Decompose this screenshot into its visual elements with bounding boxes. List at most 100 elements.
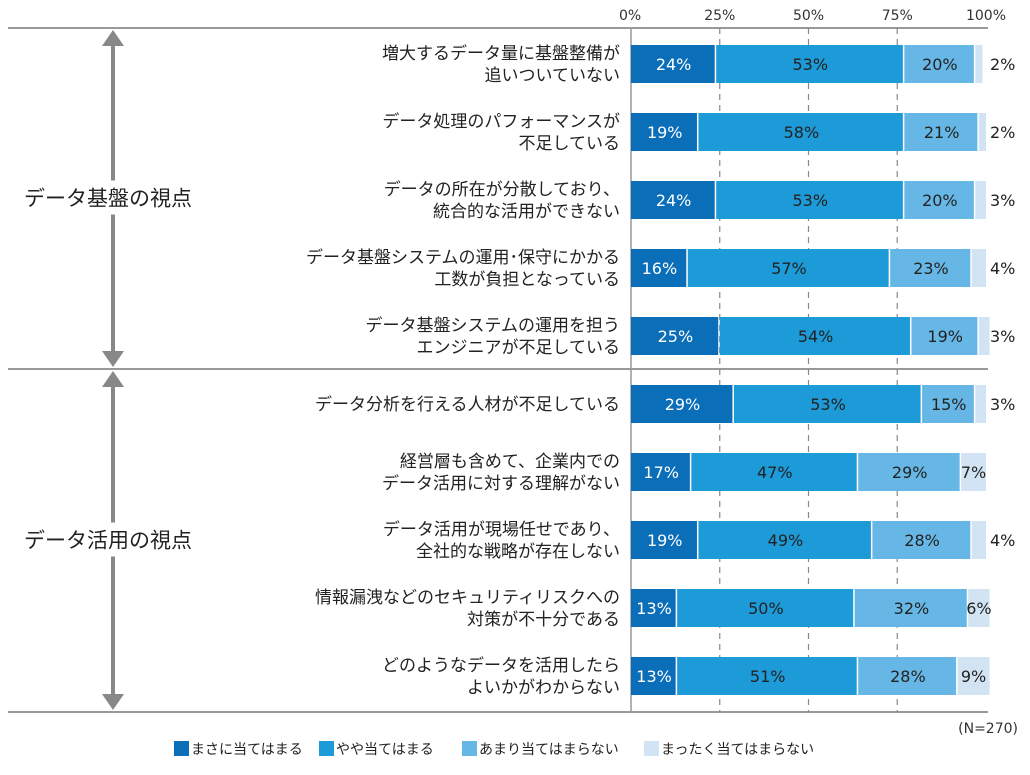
bar-segment [904, 113, 978, 151]
data-label: 49% [768, 531, 804, 550]
data-label: 4% [990, 531, 1015, 550]
x-tick-label: 0% [619, 8, 641, 24]
data-label: 19% [647, 531, 683, 550]
data-label: 21% [924, 123, 960, 142]
bar-segment [631, 657, 676, 695]
x-tick-label: 75% [882, 8, 913, 24]
data-label: 58% [784, 123, 820, 142]
data-label: 50% [748, 599, 784, 618]
data-label: 53% [792, 191, 828, 210]
sample-size-note: (N=270) [958, 721, 1018, 737]
bar-segment [904, 45, 974, 83]
data-label: 19% [927, 327, 963, 346]
bar-segment [733, 385, 921, 423]
bar-segment [904, 181, 974, 219]
legend-swatch [319, 741, 334, 756]
data-label: 16% [642, 259, 678, 278]
bar-segment [631, 45, 715, 83]
legend-swatch [644, 741, 659, 756]
data-label: 53% [810, 395, 846, 414]
bar-segment [716, 45, 903, 83]
bar-segment [631, 385, 733, 423]
bar-segment [975, 45, 983, 83]
bar-segment [858, 453, 960, 491]
bar-segment [957, 657, 990, 695]
category-label: 増大するデータ量に基盤整備が追いついていない [382, 43, 620, 86]
x-tick-label: 100% [966, 8, 1006, 24]
legend-label: まったく当てはまらない [661, 742, 814, 758]
bar-segment [687, 249, 889, 287]
data-label: 2% [990, 55, 1015, 74]
bar-segment [631, 113, 697, 151]
bar-segment [854, 589, 967, 627]
bar-segment [872, 521, 971, 559]
legend-label: あまり当てはまらない [479, 742, 619, 758]
bar-segment [631, 589, 676, 627]
bar-segment [698, 521, 871, 559]
data-label: 47% [757, 463, 793, 482]
arrow-up-icon [102, 30, 124, 46]
x-tick-label: 25% [704, 8, 735, 24]
category-label: 情報漏洩などのセキュリティリスクへの対策が不十分である [315, 588, 620, 630]
data-label: 3% [990, 327, 1015, 346]
data-label: 7% [961, 463, 986, 482]
arrow-down-icon [102, 351, 124, 367]
bar-segment [631, 453, 690, 491]
category-label: データ基盤システムの運用を担うエンジニアが不足している [366, 315, 621, 358]
bar-segment [677, 589, 854, 627]
data-label: 24% [656, 55, 692, 74]
legend-label: まさに当てはまる [191, 742, 303, 758]
category-label: どのようなデータを活用したらよいかがわからない [382, 655, 620, 698]
arrow-up-icon [102, 371, 124, 387]
data-label: 2% [990, 123, 1015, 142]
bar-segment [971, 249, 986, 287]
bar-segment [978, 113, 986, 151]
bar-segment [890, 249, 971, 287]
bar-segment [911, 317, 978, 355]
data-label: 24% [656, 191, 692, 210]
data-label: 15% [931, 395, 967, 414]
data-label: 29% [892, 463, 928, 482]
x-tick-label: 50% [793, 8, 824, 24]
category-label: データ処理のパフォーマンスが不足している [382, 111, 620, 154]
bar-segment [716, 181, 903, 219]
category-label: データ基盤システムの運用･保守にかかる工数が負担となっている [306, 247, 620, 290]
category-label: 経営層も含めて、企業内でのデータ活用に対する理解がない [382, 452, 620, 494]
bar-segment [975, 385, 986, 423]
data-label: 6% [966, 599, 991, 618]
bar-segment [978, 317, 990, 355]
bar-segment [677, 657, 857, 695]
data-label: 51% [750, 667, 786, 686]
data-label: 13% [636, 599, 672, 618]
data-label: 3% [990, 191, 1015, 210]
group-label-bg [22, 522, 204, 557]
bar-segment [631, 181, 715, 219]
data-label: 54% [798, 327, 834, 346]
bar-segment [631, 317, 719, 355]
bar-segment [961, 453, 986, 491]
data-label: 17% [643, 463, 679, 482]
bar-segment [631, 249, 687, 287]
data-label: 32% [894, 599, 930, 618]
data-label: 4% [990, 259, 1015, 278]
data-label: 19% [647, 123, 683, 142]
category-label: データ活用が現場任せであり、全社的な戦略が存在しない [383, 519, 620, 562]
bar-segment [719, 317, 910, 355]
data-label: 13% [636, 667, 672, 686]
bar-segment [968, 589, 990, 627]
bar-segment [858, 657, 957, 695]
arrow-down-icon [102, 694, 124, 710]
data-label: 23% [913, 259, 949, 278]
data-label: 20% [922, 55, 958, 74]
data-label: 25% [658, 327, 694, 346]
category-label: データ分析を行える人材が不足している [315, 394, 620, 415]
bar-segment [971, 521, 986, 559]
bar-segment [975, 181, 986, 219]
data-label: 9% [961, 667, 986, 686]
category-label: データの所在が分散しており、統合的な活用ができない [384, 179, 620, 222]
data-label: 53% [792, 55, 828, 74]
data-label: 29% [665, 395, 701, 414]
legend-label: やや当てはまる [336, 742, 434, 758]
group-label: データ基盤の視点 [24, 187, 192, 211]
